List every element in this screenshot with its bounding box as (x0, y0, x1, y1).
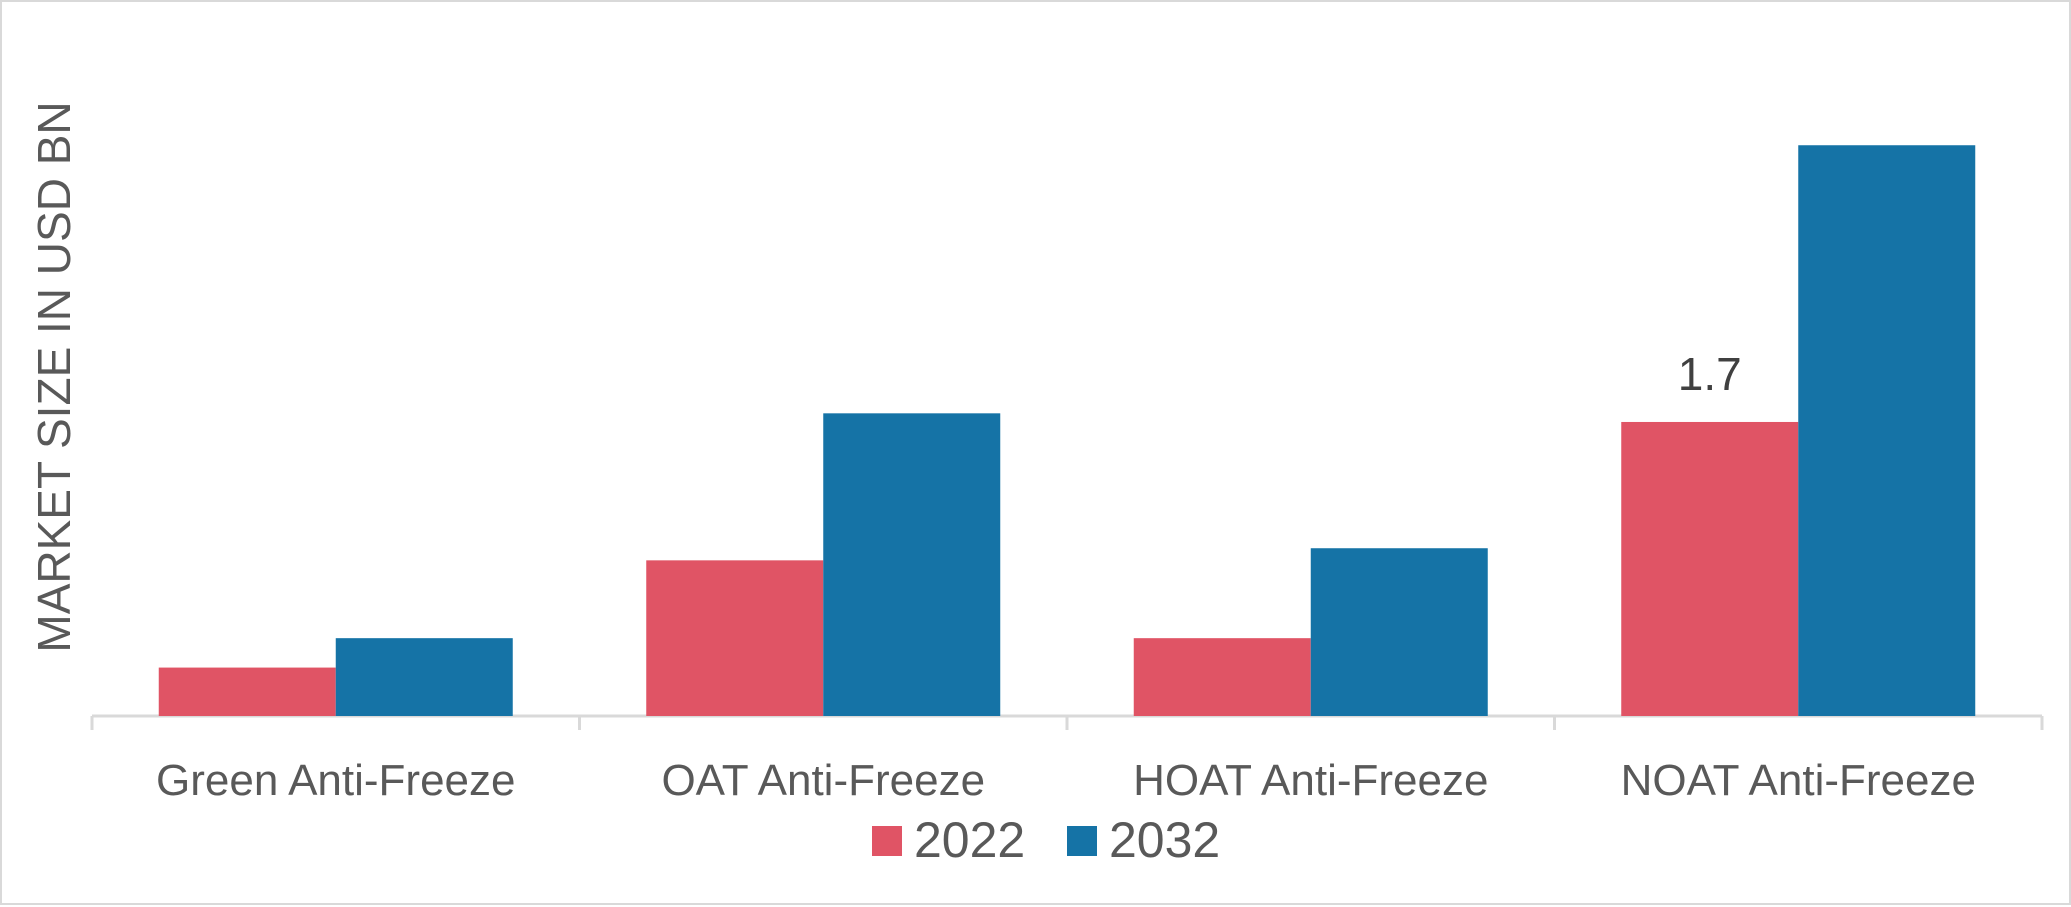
x-tick-label: Green Anti-Freeze (156, 756, 516, 805)
bar-2032-3 (1310, 548, 1488, 716)
x-tick-label: OAT Anti-Freeze (661, 756, 985, 805)
legend-swatch-2022 (872, 826, 902, 856)
y-axis-title: MARKET SIZE IN USD BN (28, 101, 80, 652)
x-tick-label: HOAT Anti-Freeze (1133, 756, 1488, 805)
bar-2032-2 (823, 413, 1001, 716)
bars (158, 145, 1976, 716)
bar-2022-1 (158, 667, 336, 716)
legend-label-2032: 2032 (1109, 812, 1220, 868)
x-axis (90, 714, 2044, 730)
legend-label-2022: 2022 (914, 812, 1025, 868)
bar-2022-2 (646, 560, 824, 716)
bar-2032-4 (1798, 145, 1976, 716)
data-label: 1.7 (1678, 348, 1742, 400)
bar-2022-3 (1133, 638, 1311, 716)
bar-2022-4 (1621, 421, 1799, 716)
x-tick-labels: Green Anti-Freeze OAT Anti-Freeze HOAT Ant… (156, 756, 1976, 805)
legend: 2022 2032 (872, 812, 1220, 868)
data-labels: 1.7 (1678, 348, 1742, 400)
x-tick-label: NOAT Anti-Freeze (1621, 756, 1976, 805)
bar-2032-1 (335, 638, 513, 716)
legend-swatch-2032 (1067, 826, 1097, 856)
